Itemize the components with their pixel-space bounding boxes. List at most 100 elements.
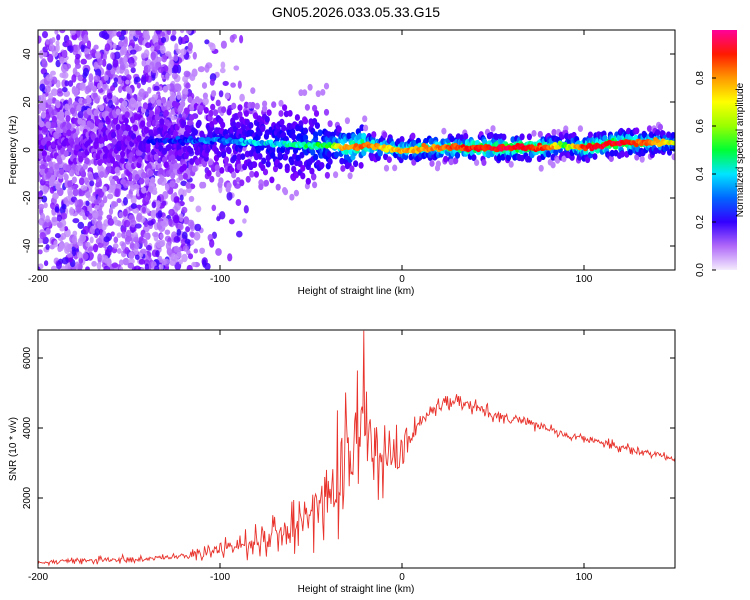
heatmap-noise-cell [103, 265, 111, 270]
heatmap-halo-cell [287, 110, 293, 117]
heatmap-halo-cell [587, 131, 594, 139]
heatmap-noise-cell [113, 236, 119, 244]
heatmap-halo-cell [38, 175, 41, 183]
heatmap-halo-cell [250, 101, 256, 109]
snr-panel: -200 -100 0 100 2000 4000 6000 Height of stra… [8, 329, 676, 595]
heatmap-halo-cell [223, 156, 229, 164]
heatmap-noise-cell [168, 208, 175, 216]
heatmap-noise-cell [64, 103, 70, 111]
heatmap-noise-cell [165, 72, 170, 81]
heatmap-halo-cell [141, 171, 147, 179]
heatmap-halo-cell [237, 104, 243, 111]
heatmap-noise-cell [207, 158, 214, 166]
heatmap-noise-cell [121, 231, 126, 239]
heatmap-noise-cell [195, 205, 202, 213]
heatmap-noise-cell [202, 259, 207, 268]
heatmap-noise-cell [110, 231, 115, 237]
heatmap-noise-cell [152, 231, 159, 238]
heatmap-noise-cell [95, 68, 102, 78]
heatmap-halo-cell [226, 182, 232, 190]
heatmap-noise-cell [143, 30, 150, 39]
heatmap-halo-cell [59, 114, 65, 121]
heatmap-noise-cell [122, 38, 128, 48]
heatmap-noise-cell [54, 233, 61, 239]
heatmap-halo-cell [275, 183, 281, 191]
heatmap-halo-cell [192, 128, 198, 136]
heatmap-noise-cell [91, 209, 99, 219]
heatmap-noise-cell [167, 63, 173, 73]
heatmap-halo-cell [115, 154, 121, 162]
heatmap-noise-cell [204, 64, 210, 73]
heatmap-noise-cell [145, 42, 152, 49]
heatmap-noise-cell [110, 85, 116, 92]
heatmap-halo-cell [239, 179, 245, 187]
heatmap-noise-cell [125, 235, 133, 242]
heatmap-halo-cell [292, 147, 299, 155]
heatmap-halo-cell [371, 131, 377, 138]
heatmap-noise-cell [230, 82, 236, 88]
heatmap-noise-cell [106, 258, 111, 267]
heatmap-halo-cell [293, 189, 299, 197]
heatmap-noise-cell [143, 220, 149, 228]
heatmap-halo-cell [488, 131, 494, 139]
heatmap-noise-cell [153, 85, 160, 92]
heatmap-noise-cell [111, 262, 119, 268]
heatmap-noise-cell [91, 260, 97, 267]
heatmap-noise-cell [110, 68, 115, 75]
heatmap-halo-cell [278, 99, 284, 107]
heatmap-noise-cell [117, 40, 124, 48]
heatmap-noise-cell [181, 206, 188, 214]
heatmap-halo-cell [349, 165, 355, 173]
heatmap-halo-cell [125, 124, 131, 132]
heatmap-halo-cell [191, 165, 198, 173]
heatmap-halo-cell [212, 109, 219, 117]
heatmap-halo-cell [120, 123, 127, 131]
snr-y-ticks: 2000 4000 6000 [22, 346, 675, 509]
heatmap-noise-cell [202, 97, 209, 106]
heatmap-halo-cell [551, 128, 557, 136]
heatmap-noise-cell [63, 226, 69, 232]
heatmap-halo-cell [39, 168, 46, 176]
heatmap-noise-cell [82, 225, 90, 235]
heatmap-halo-cell [63, 173, 69, 181]
heatmap-noise-cell [97, 253, 103, 263]
heatmap-halo-cell [358, 162, 364, 169]
heatmap-halo-cell [140, 120, 146, 128]
heatmap-noise-cell [209, 239, 215, 248]
heatmap-halo-cell [519, 133, 525, 141]
heatmap-noise-cell [124, 68, 130, 77]
heatmap-noise-cell [127, 262, 135, 269]
heatmap-halo-cell [265, 160, 271, 168]
heatmap-halo-cell [93, 142, 99, 150]
heatmap-noise-cell [117, 220, 122, 227]
heatmap-noise-cell [122, 208, 128, 217]
heatmap-halo-cell [115, 108, 121, 116]
heatmap-halo-cell [78, 155, 84, 163]
heatmap-noise-cell [60, 212, 68, 220]
snr-x-tick-label: -200 [28, 572, 48, 583]
heatmap-noise-cell [144, 176, 150, 185]
heatmap-noise-cell [174, 43, 179, 51]
heatmap-halo-cell [577, 125, 584, 132]
heatmap-halo-cell [65, 115, 71, 122]
heatmap-halo-cell [289, 193, 295, 201]
heatmap-halo-cell [232, 154, 238, 162]
heatmap-halo-cell [161, 96, 167, 104]
colorbar-tick-label: 0.8 [695, 71, 706, 85]
heatmap-noise-cell [71, 249, 77, 257]
heatmap-halo-cell [526, 133, 533, 141]
heatmap-halo-cell [657, 123, 664, 131]
heatmap-halo-cell [114, 166, 120, 174]
heatmap-noise-cell [61, 71, 69, 79]
heatmap-halo-cell [616, 134, 623, 142]
heatmap-halo-cell [262, 105, 268, 113]
heatmap-noise-cell [159, 233, 164, 240]
heatmap-halo-cell [40, 111, 47, 119]
heatmap-noise-cell [150, 45, 155, 53]
heatmap-halo-cell [150, 96, 156, 104]
heatmap-noise-cell [92, 243, 99, 253]
heatmap-halo-cell [125, 85, 131, 93]
heatmap-halo-cell [84, 157, 90, 165]
heatmap-noise-cell [112, 243, 119, 249]
